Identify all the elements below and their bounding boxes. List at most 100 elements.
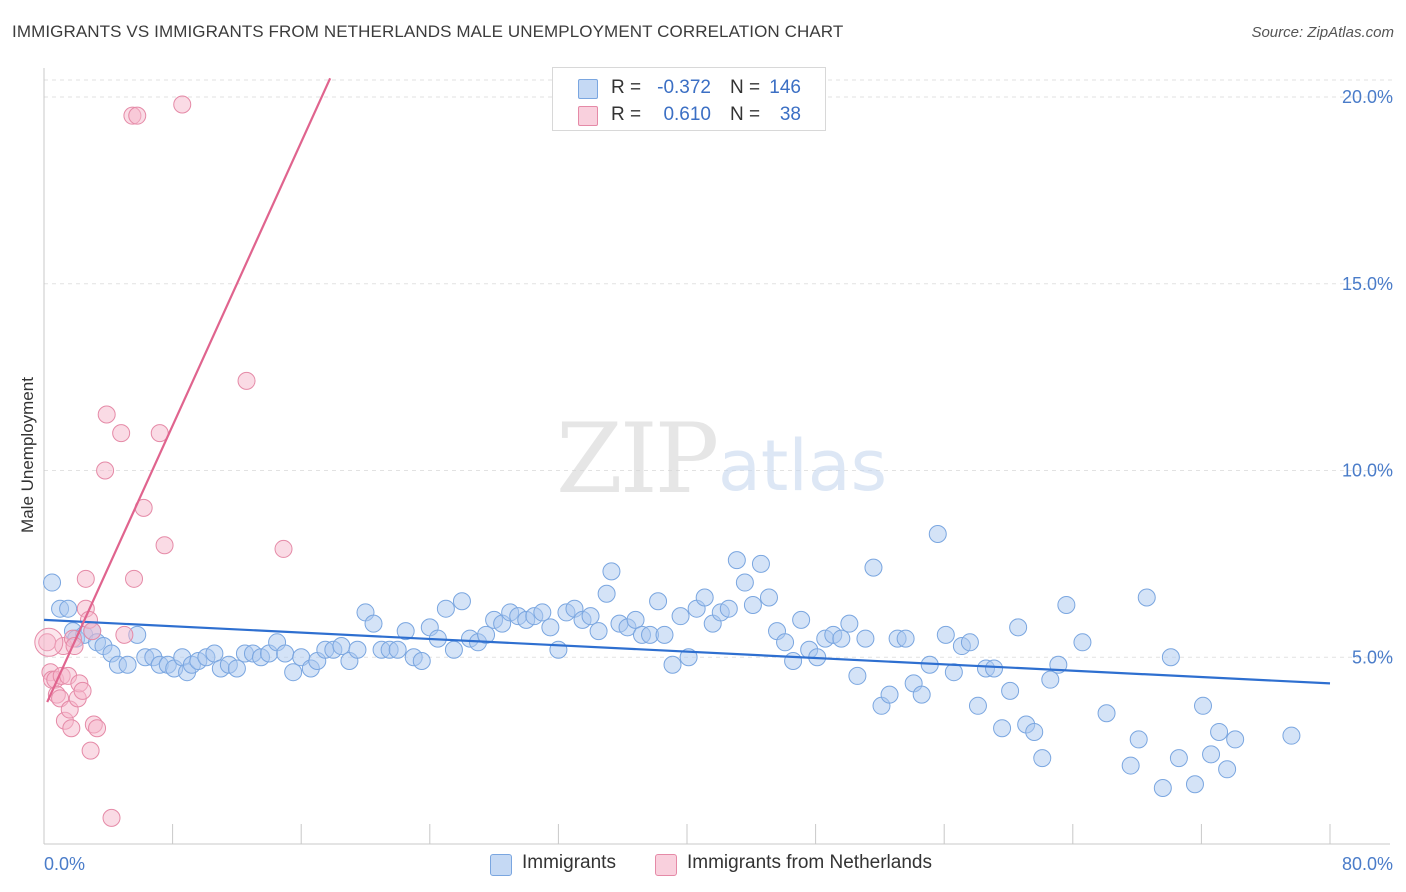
data-point — [452, 592, 471, 611]
data-point — [73, 681, 92, 700]
data-point — [655, 625, 674, 644]
data-point — [993, 719, 1012, 738]
trend-line-immigrants — [43, 618, 1331, 685]
data-point — [1009, 618, 1028, 637]
watermark-atlas: atlas — [718, 425, 887, 507]
data-point — [1137, 588, 1156, 607]
data-point — [96, 461, 115, 480]
legend-swatch-netherlands — [578, 106, 598, 126]
data-point — [444, 640, 463, 659]
data-point — [62, 719, 81, 738]
data-point — [549, 640, 568, 659]
legend-label-immigrants: Immigrants — [522, 852, 616, 873]
legend-n-value: 146 — [769, 77, 801, 98]
legend-label-netherlands: Immigrants from Netherlands — [687, 852, 932, 873]
data-point — [412, 651, 431, 670]
data-point — [968, 696, 987, 715]
data-points — [34, 95, 1301, 827]
data-point — [1033, 749, 1052, 768]
x-tick-label-min: 0.0% — [44, 854, 85, 874]
data-point — [83, 622, 102, 641]
data-point — [1073, 633, 1092, 652]
legend-row-netherlands: R = 0.610 N = 38 — [553, 101, 825, 129]
data-point — [533, 603, 552, 622]
data-point — [284, 663, 303, 682]
y-tick-label: 10.0% — [1342, 461, 1393, 481]
data-point — [912, 685, 931, 704]
data-point — [332, 637, 351, 656]
data-point — [864, 558, 883, 577]
data-point — [128, 106, 147, 125]
data-point — [649, 592, 668, 611]
data-point — [759, 588, 778, 607]
data-point — [155, 536, 174, 555]
data-point — [840, 614, 859, 633]
legend-n-value: 38 — [779, 104, 801, 125]
series-netherlands — [38, 95, 293, 827]
data-point — [1218, 760, 1237, 779]
data-point — [1041, 670, 1060, 689]
data-point — [626, 610, 645, 629]
legend-swatch-immigrants — [490, 854, 512, 876]
data-point — [1169, 749, 1188, 768]
data-point — [237, 371, 256, 390]
trend-lines — [43, 77, 1331, 703]
data-point — [34, 627, 64, 657]
data-point — [1194, 696, 1213, 715]
data-point — [1161, 648, 1180, 667]
data-point — [985, 659, 1004, 678]
legend-r-value: -0.372 — [657, 77, 711, 98]
data-point — [832, 629, 851, 648]
data-point — [1282, 726, 1301, 745]
data-point — [205, 644, 224, 663]
x-tick-label-max: 80.0% — [1342, 854, 1393, 874]
y-tick-label: 20.0% — [1342, 87, 1393, 107]
data-point — [1185, 775, 1204, 794]
data-point — [115, 625, 134, 644]
y-tick-label: 5.0% — [1352, 647, 1393, 667]
y-tick-label: 15.0% — [1342, 274, 1393, 294]
data-point — [125, 569, 144, 588]
data-point — [792, 610, 811, 629]
data-point — [1057, 595, 1076, 614]
data-point — [602, 562, 621, 581]
data-point — [541, 618, 560, 637]
data-point — [880, 685, 899, 704]
data-point — [388, 640, 407, 659]
data-point — [751, 554, 770, 573]
series-immigrants — [43, 524, 1301, 797]
data-point — [695, 588, 714, 607]
data-point — [396, 622, 415, 641]
data-point — [436, 599, 455, 618]
data-point — [1025, 722, 1044, 741]
legend-n-label: N = — [730, 104, 761, 125]
data-point — [274, 539, 293, 558]
data-point — [81, 741, 100, 760]
data-point — [59, 599, 78, 618]
watermark-zip: ZIP — [556, 403, 717, 515]
data-point — [118, 655, 137, 674]
data-point — [776, 633, 795, 652]
data-point — [663, 655, 682, 674]
axes — [43, 68, 1390, 845]
data-point — [43, 573, 62, 592]
data-point — [944, 663, 963, 682]
legend-n-label: N = — [730, 77, 761, 98]
data-point — [896, 629, 915, 648]
data-point — [1202, 745, 1221, 764]
data-point — [173, 95, 192, 114]
legend-swatch-netherlands — [655, 854, 677, 876]
data-point — [743, 595, 762, 614]
data-point — [276, 644, 295, 663]
data-point — [1210, 722, 1229, 741]
data-point — [784, 651, 803, 670]
watermark: ZIP atlas — [556, 403, 887, 515]
data-point — [227, 659, 246, 678]
data-point — [856, 629, 875, 648]
data-point — [671, 607, 690, 626]
ticks: 5.0% 10.0% 15.0% 20.0% 0.0% 80.0% — [44, 87, 1393, 874]
data-point — [719, 599, 738, 618]
data-point — [1001, 681, 1020, 700]
chart-title: IMMIGRANTS VS IMMIGRANTS FROM NETHERLAND… — [12, 22, 844, 41]
